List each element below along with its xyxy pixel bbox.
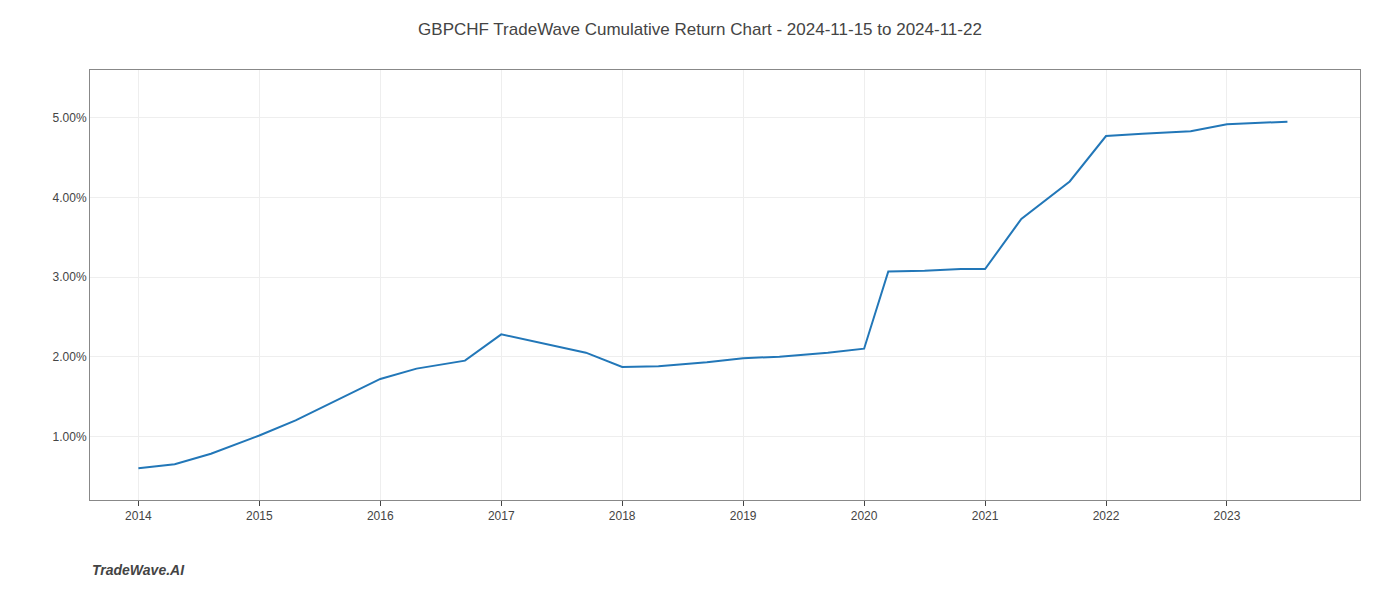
svg-text:2023: 2023 — [1214, 509, 1241, 523]
svg-text:2017: 2017 — [488, 509, 515, 523]
svg-text:2016: 2016 — [367, 509, 394, 523]
svg-text:GBPCHF TradeWave Cumulative Re: GBPCHF TradeWave Cumulative Return Chart… — [418, 20, 982, 39]
svg-text:3.00%: 3.00% — [53, 270, 87, 284]
svg-text:4.00%: 4.00% — [53, 191, 87, 205]
svg-text:2018: 2018 — [609, 509, 636, 523]
svg-text:TradeWave.AI: TradeWave.AI — [92, 562, 185, 578]
svg-text:2015: 2015 — [246, 509, 273, 523]
svg-text:2021: 2021 — [972, 509, 999, 523]
svg-text:5.00%: 5.00% — [53, 111, 87, 125]
svg-text:2020: 2020 — [851, 509, 878, 523]
svg-text:2022: 2022 — [1093, 509, 1120, 523]
svg-text:2019: 2019 — [730, 509, 757, 523]
svg-text:2.00%: 2.00% — [53, 350, 87, 364]
svg-text:1.00%: 1.00% — [53, 430, 87, 444]
svg-text:2014: 2014 — [125, 509, 152, 523]
